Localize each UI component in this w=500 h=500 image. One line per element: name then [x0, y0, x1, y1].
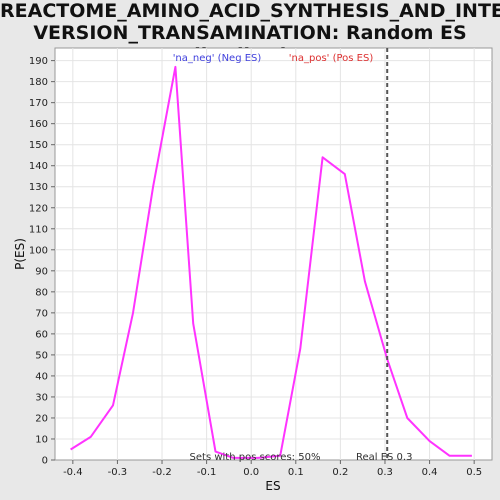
y-tick-label: 160: [29, 119, 48, 130]
y-tick-label: 40: [35, 371, 48, 382]
plot-area: [54, 47, 493, 461]
y-tick-label: 180: [29, 77, 48, 88]
y-tick-label: 190: [29, 56, 48, 67]
legend-neg-label: 'na_neg' (Neg ES): [173, 53, 262, 64]
x-tick-label: 0.2: [332, 467, 348, 478]
x-tick-label: -0.4: [63, 467, 83, 478]
pos-score-annotation: Sets with pos scores: 50%: [190, 452, 321, 463]
y-tick-label: 120: [29, 203, 48, 214]
y-axis-ticks: 0 10 20 30 40 50 60 70 80 90 100 110 120 130 140 150 160…: [29, 56, 55, 467]
x-tick-label: 0.5: [466, 467, 482, 478]
y-tick-label: 140: [29, 161, 48, 172]
series-layer: [70, 65, 472, 459]
y-tick-label: 0: [42, 456, 48, 467]
chart-title: REACTOME_AMINO_ACID_SYNTHESIS_AND_INTERC…: [0, 0, 500, 66]
x-tick-label: 0.0: [243, 467, 259, 478]
y-tick-label: 30: [35, 392, 48, 403]
x-axis-label: ES: [265, 479, 280, 493]
y-tick-label: 80: [35, 287, 48, 298]
y-tick-label: 20: [35, 413, 48, 424]
y-tick-label: 110: [29, 224, 48, 235]
y-tick-label: 50: [35, 350, 48, 361]
x-axis-ticks: -0.4 -0.3 -0.2 -0.1 0.0 0.1 0.2 0.3 0.4 0.5: [63, 460, 482, 478]
x-tick-label: 0.1: [288, 467, 304, 478]
x-tick-label: 0.3: [377, 467, 393, 478]
y-tick-label: 150: [29, 140, 48, 151]
y-tick-label: 90: [35, 266, 48, 277]
legend-pos-label: 'na_pos' (Pos ES): [289, 53, 374, 64]
x-tick-label: -0.3: [108, 467, 128, 478]
y-tick-label: 170: [29, 98, 48, 109]
y-tick-label: 60: [35, 329, 48, 340]
es-distribution-line: [70, 65, 472, 459]
y-tick-label: 10: [35, 434, 48, 445]
y-axis-label: P(ES): [13, 238, 27, 270]
y-tick-label: 130: [29, 182, 48, 193]
x-tick-label: -0.2: [152, 467, 172, 478]
x-tick-label: 0.4: [422, 467, 438, 478]
y-tick-label: 100: [29, 245, 48, 256]
y-tick-label: 70: [35, 308, 48, 319]
x-tick-label: -0.1: [197, 467, 217, 478]
real-es-label: Real ES 0.3: [356, 452, 412, 463]
